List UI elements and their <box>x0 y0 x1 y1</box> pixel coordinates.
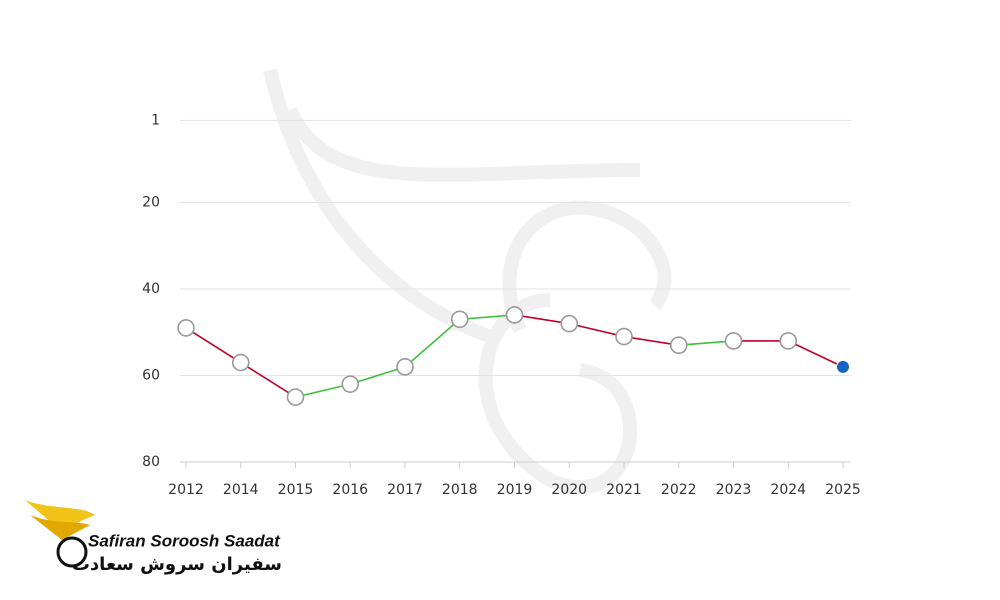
line-segment <box>240 361 296 398</box>
x-tick-label: 2025 <box>825 482 861 498</box>
x-tick-label: 2019 <box>497 482 533 498</box>
watermark <box>263 68 672 495</box>
logo-wing <box>30 515 90 540</box>
data-point <box>396 358 414 376</box>
y-tick-label: 1 <box>151 112 160 128</box>
data-point <box>560 314 579 333</box>
x-tick-label: 2017 <box>387 482 423 498</box>
x-tick-label: 2015 <box>278 482 314 498</box>
x-tick-label: 2018 <box>442 482 478 498</box>
data-point <box>450 310 469 329</box>
y-tick-label: 20 <box>142 195 160 211</box>
data-point <box>669 336 688 355</box>
x-tick-label: 2014 <box>223 482 259 498</box>
data-point <box>615 327 633 346</box>
y-tick-label: 80 <box>142 454 160 470</box>
data-point <box>341 375 360 393</box>
x-tick-label: 2012 <box>168 482 204 498</box>
line-segment <box>569 322 625 338</box>
data-point <box>836 359 850 374</box>
line-segment <box>185 327 242 364</box>
logo-name-fa: سفیران سروش سعادت <box>72 554 282 575</box>
line-segment <box>350 366 406 385</box>
line-segment <box>514 314 570 325</box>
x-tick-label: 2020 <box>551 482 587 498</box>
line-segment <box>404 318 461 368</box>
data-point <box>231 353 250 372</box>
line-segment <box>678 340 734 347</box>
x-tick-label: 2021 <box>606 482 642 498</box>
x-tick-label: 2024 <box>770 482 806 498</box>
logo-swirl <box>56 536 88 568</box>
line-segment <box>787 340 844 368</box>
logo-name: Safiran Soroosh Saadat <box>88 531 281 550</box>
y-tick-label: 60 <box>142 368 160 384</box>
data-point <box>779 332 798 350</box>
data-point <box>177 319 195 337</box>
y-tick-label: 40 <box>142 281 160 297</box>
line-segment <box>459 314 515 321</box>
data-point <box>724 332 743 350</box>
data-point <box>286 388 305 406</box>
logo: Safiran Soroosh Saadat سفیران سروش سعادت <box>25 500 282 575</box>
line-segment <box>623 335 679 347</box>
logo-wing <box>25 500 95 530</box>
x-tick-label: 2023 <box>716 482 752 498</box>
x-tick-label: 2016 <box>332 482 368 498</box>
x-tick-label: 2022 <box>661 482 697 498</box>
data-point <box>505 306 524 324</box>
line-segment <box>295 383 351 398</box>
